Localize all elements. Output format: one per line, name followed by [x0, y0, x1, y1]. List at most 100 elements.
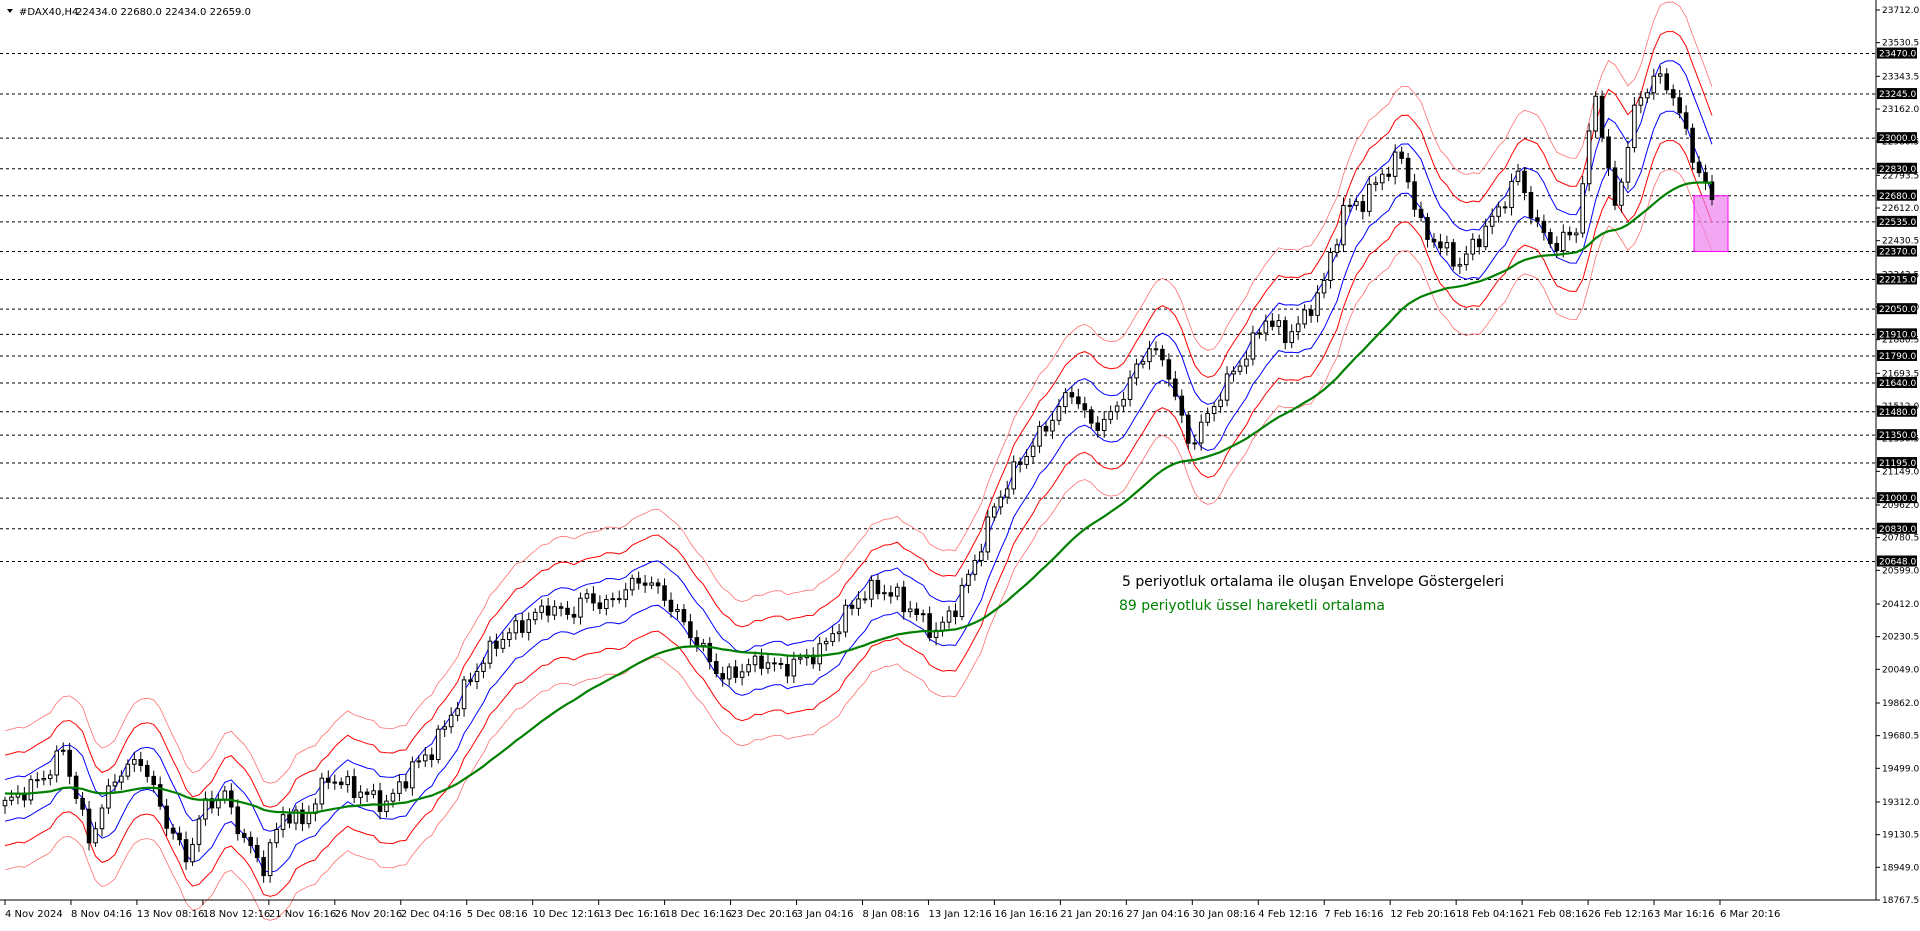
candle: [1489, 208, 1495, 235]
candle-body: [610, 598, 616, 601]
candle-body: [1179, 395, 1185, 416]
candle: [106, 778, 111, 815]
dropdown-triangle-icon[interactable]: [7, 9, 13, 13]
candle-body: [759, 655, 764, 669]
candle-body: [1651, 75, 1657, 94]
candle: [138, 751, 144, 772]
candle: [1004, 480, 1010, 504]
candle: [1334, 238, 1340, 258]
candle-body: [746, 664, 751, 673]
candle-body: [1276, 320, 1282, 327]
candle-body: [1657, 73, 1663, 77]
candle: [1321, 272, 1327, 299]
candle: [241, 828, 247, 843]
candle: [558, 602, 564, 617]
candle: [830, 626, 835, 647]
candle-body: [1289, 331, 1294, 344]
candle-body: [112, 781, 118, 787]
candle-body: [1696, 161, 1702, 174]
candle-body: [164, 805, 169, 829]
candle: [377, 782, 383, 820]
candle: [1211, 401, 1217, 422]
y-tick-label: 19862.0: [1882, 699, 1919, 709]
x-tick-label: 8 Nov 04:16: [71, 909, 132, 920]
candle-body: [1606, 136, 1611, 169]
y-tick-label: 23530.5: [1882, 39, 1919, 49]
candle-body: [649, 582, 654, 586]
candle-body: [616, 598, 622, 601]
candle-body: [1250, 332, 1256, 360]
candle: [481, 657, 486, 679]
candle: [1244, 351, 1249, 374]
candle: [28, 775, 34, 805]
candle-body: [2, 799, 8, 807]
candle-body: [1166, 359, 1172, 380]
candle: [901, 580, 907, 620]
candle: [1431, 233, 1437, 248]
candle-body: [371, 790, 376, 795]
x-tick-label: 2 Dec 04:16: [401, 909, 462, 920]
candle: [35, 772, 40, 788]
candle-body: [1354, 201, 1359, 206]
candle: [998, 490, 1004, 515]
candle-body: [9, 796, 14, 801]
candle-body: [1561, 231, 1566, 252]
y-tick-label: 22793.5: [1882, 171, 1919, 181]
candle-body: [1367, 183, 1372, 212]
level-tag: [1877, 132, 1917, 144]
candle-body: [345, 776, 350, 786]
candle-body: [655, 582, 661, 587]
candle: [1683, 105, 1689, 136]
x-tick-label: 7 Feb 16:16: [1324, 909, 1383, 920]
candle-body: [500, 638, 506, 649]
candle-body: [474, 670, 480, 682]
candle: [1160, 345, 1165, 367]
candle-body: [1037, 425, 1042, 447]
candle: [1612, 160, 1618, 211]
candle-body: [830, 633, 835, 642]
candle-body: [584, 593, 590, 599]
level-tag-label: 22370.0: [1879, 248, 1916, 258]
candle-body: [1541, 220, 1547, 234]
y-tick-label: 22430.5: [1882, 237, 1919, 247]
x-tick-label: 18 Dec 16:16: [665, 909, 732, 920]
candle-body: [843, 604, 848, 633]
candle-body: [1709, 181, 1715, 201]
candle: [1586, 123, 1592, 192]
candle: [99, 804, 105, 837]
candle: [1580, 175, 1585, 238]
candle: [1082, 396, 1088, 418]
candle: [1619, 178, 1624, 213]
highlight-zone: [1693, 195, 1729, 253]
candle-body: [882, 592, 887, 595]
candle: [1224, 366, 1230, 407]
candle: [519, 612, 525, 638]
candle-body: [979, 551, 984, 561]
candle: [190, 837, 195, 866]
candle: [1134, 358, 1139, 386]
candle-body: [280, 814, 286, 830]
candle: [1412, 173, 1417, 217]
candle-body: [1160, 348, 1165, 361]
candle-body: [532, 611, 538, 621]
candle: [726, 663, 732, 686]
candle-body: [306, 812, 312, 825]
outer-envelope-lower: [4, 169, 1713, 921]
candle-body: [177, 832, 182, 841]
candle: [351, 768, 357, 804]
candle: [739, 663, 745, 686]
candle-body: [448, 714, 454, 728]
candle-body: [862, 598, 868, 601]
candle: [1386, 166, 1391, 181]
candle-body: [1302, 309, 1307, 325]
candle-body: [1308, 309, 1314, 316]
x-tick-label: 13 Dec 16:16: [599, 909, 666, 920]
candle: [1476, 234, 1482, 255]
symbol-label: #DAX40,H4: [19, 7, 78, 18]
candle-body: [267, 842, 273, 877]
candle: [2, 796, 8, 814]
candle: [274, 822, 279, 848]
price-axis: 23712.023530.523343.523162.022980.522793…: [1875, 0, 1920, 927]
candle: [54, 745, 60, 783]
candle-body: [397, 781, 402, 794]
